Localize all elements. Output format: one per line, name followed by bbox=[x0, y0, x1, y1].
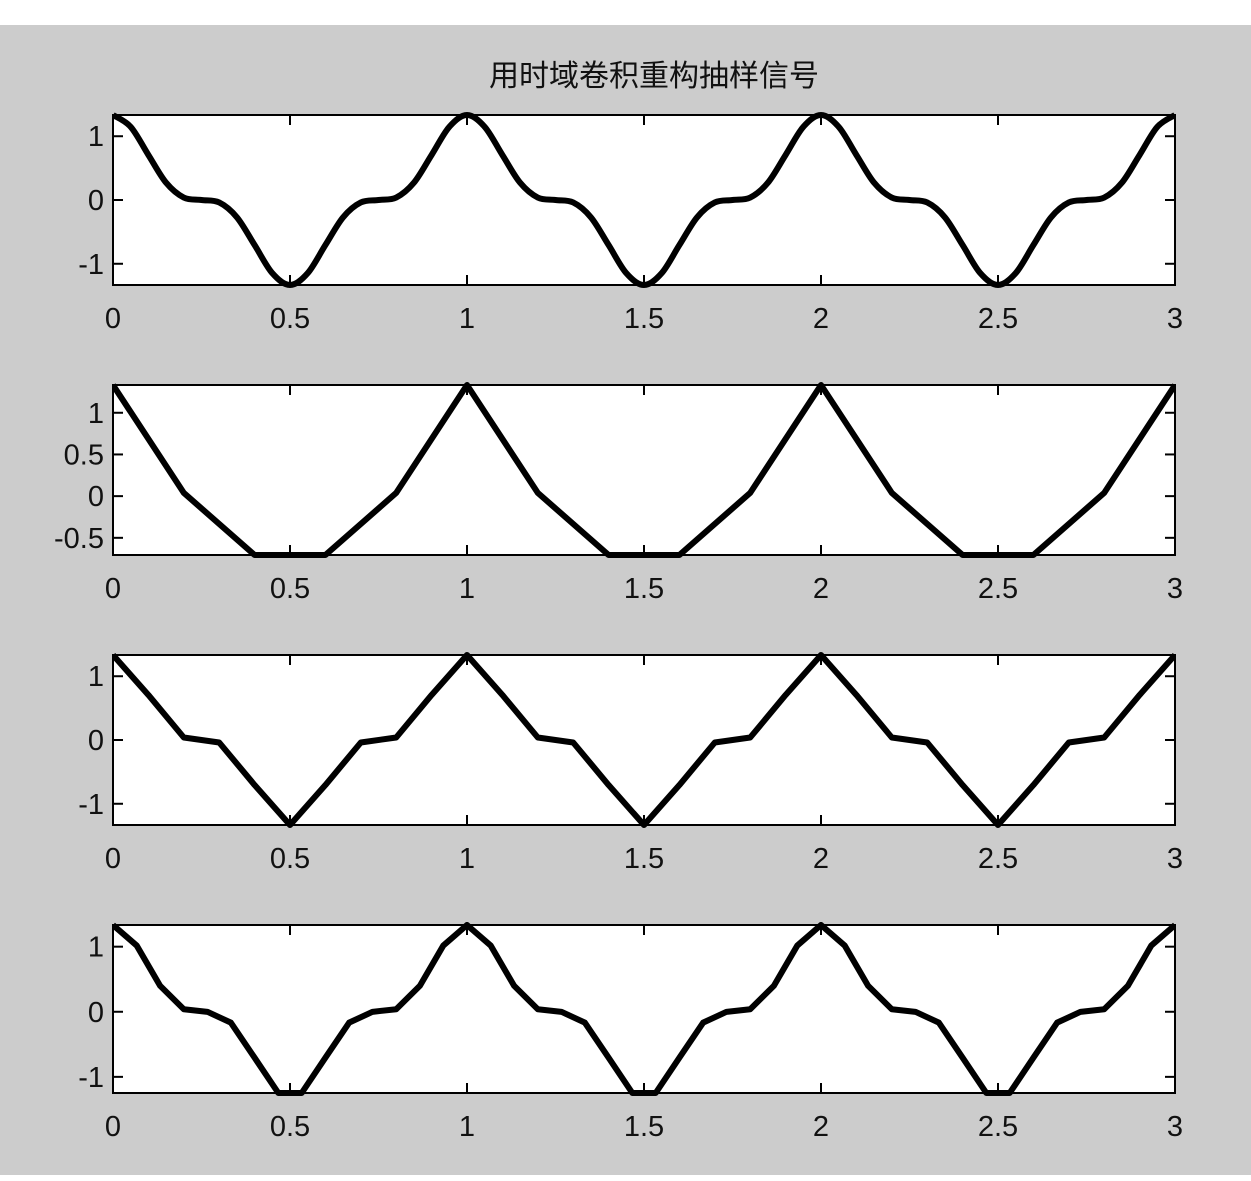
x-tick-label: 3 bbox=[1167, 303, 1183, 335]
x-tick-label: 0 bbox=[105, 303, 121, 335]
x-tick-label: 0.5 bbox=[270, 1111, 310, 1143]
x-tick-label: 0 bbox=[105, 1111, 121, 1143]
axes-background bbox=[113, 115, 1175, 285]
x-tick-label: 0.5 bbox=[270, 843, 310, 875]
subplot-1: 0 0.5 1 1.5 2 2.5 3-101 bbox=[78, 112, 1183, 335]
x-tick-label: 2.5 bbox=[978, 303, 1018, 335]
x-tick-label: 1.5 bbox=[624, 573, 664, 605]
y-tick-label: -1 bbox=[78, 789, 104, 821]
x-tick-label: 2 bbox=[813, 843, 829, 875]
y-tick-label: 1 bbox=[88, 121, 104, 153]
subplot-2: 0 0.5 1 1.5 2 2.5 3-0.500.51 bbox=[54, 382, 1183, 605]
subplot-4: 0 0.5 1 1.5 2 2.5 3-101 bbox=[78, 922, 1183, 1143]
subplot-3: 0 0.5 1 1.5 2 2.5 3-101 bbox=[78, 652, 1183, 875]
x-tick-label: 1 bbox=[459, 303, 475, 335]
axes-background bbox=[113, 655, 1175, 825]
x-tick-label: 0.5 bbox=[270, 573, 310, 605]
x-tick-label: 2 bbox=[813, 303, 829, 335]
y-tick-label: 0.5 bbox=[64, 439, 104, 471]
x-tick-label: 0.5 bbox=[270, 303, 310, 335]
x-tick-label: 2 bbox=[813, 1111, 829, 1143]
x-tick-label: 1 bbox=[459, 573, 475, 605]
y-tick-label: 0 bbox=[88, 997, 104, 1029]
axes-background bbox=[113, 925, 1175, 1093]
y-tick-label: 1 bbox=[88, 932, 104, 964]
y-tick-label: -1 bbox=[78, 1062, 104, 1094]
y-tick-label: 1 bbox=[88, 661, 104, 693]
x-tick-label: 1.5 bbox=[624, 843, 664, 875]
x-tick-label: 3 bbox=[1167, 843, 1183, 875]
y-tick-label: -0.5 bbox=[54, 523, 104, 555]
x-tick-label: 0 bbox=[105, 843, 121, 875]
y-tick-label: 1 bbox=[88, 398, 104, 430]
y-tick-label: 0 bbox=[88, 481, 104, 513]
x-tick-label: 2.5 bbox=[978, 573, 1018, 605]
x-tick-label: 2.5 bbox=[978, 843, 1018, 875]
x-tick-label: 3 bbox=[1167, 573, 1183, 605]
x-tick-label: 1 bbox=[459, 843, 475, 875]
x-tick-label: 1.5 bbox=[624, 303, 664, 335]
x-tick-label: 2 bbox=[813, 573, 829, 605]
y-tick-label: 0 bbox=[88, 185, 104, 217]
y-tick-label: -1 bbox=[78, 249, 104, 281]
x-tick-label: 1.5 bbox=[624, 1111, 664, 1143]
x-tick-label: 1 bbox=[459, 1111, 475, 1143]
figure-title: 用时域卷积重构抽样信号 bbox=[489, 59, 819, 94]
axes-background bbox=[113, 385, 1175, 555]
x-tick-label: 2.5 bbox=[978, 1111, 1018, 1143]
x-tick-label: 0 bbox=[105, 573, 121, 605]
y-tick-label: 0 bbox=[88, 725, 104, 757]
x-tick-label: 3 bbox=[1167, 1111, 1183, 1143]
